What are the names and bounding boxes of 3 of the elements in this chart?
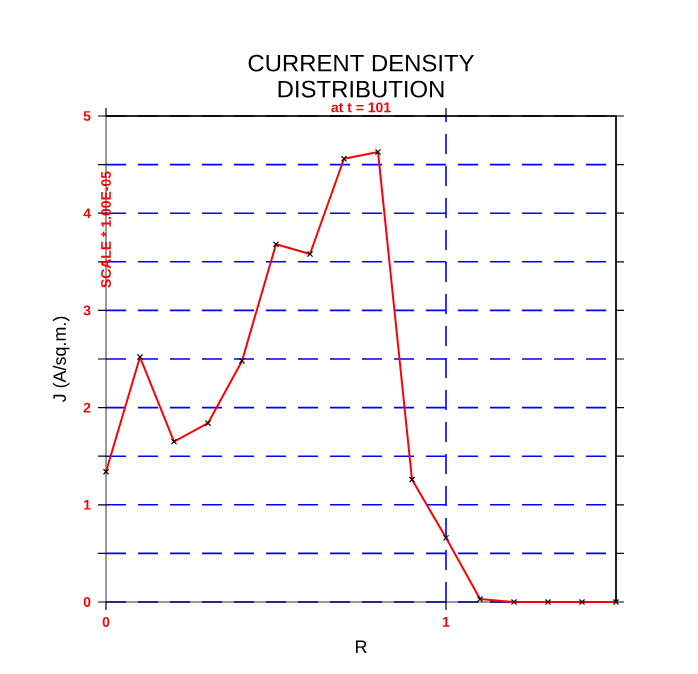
y-axis-title: J (A/sq.m.): [52, 316, 70, 403]
chart-title: CURRENT DENSITY DISTRIBUTION: [248, 54, 474, 98]
x-axis-title: R: [356, 640, 367, 653]
